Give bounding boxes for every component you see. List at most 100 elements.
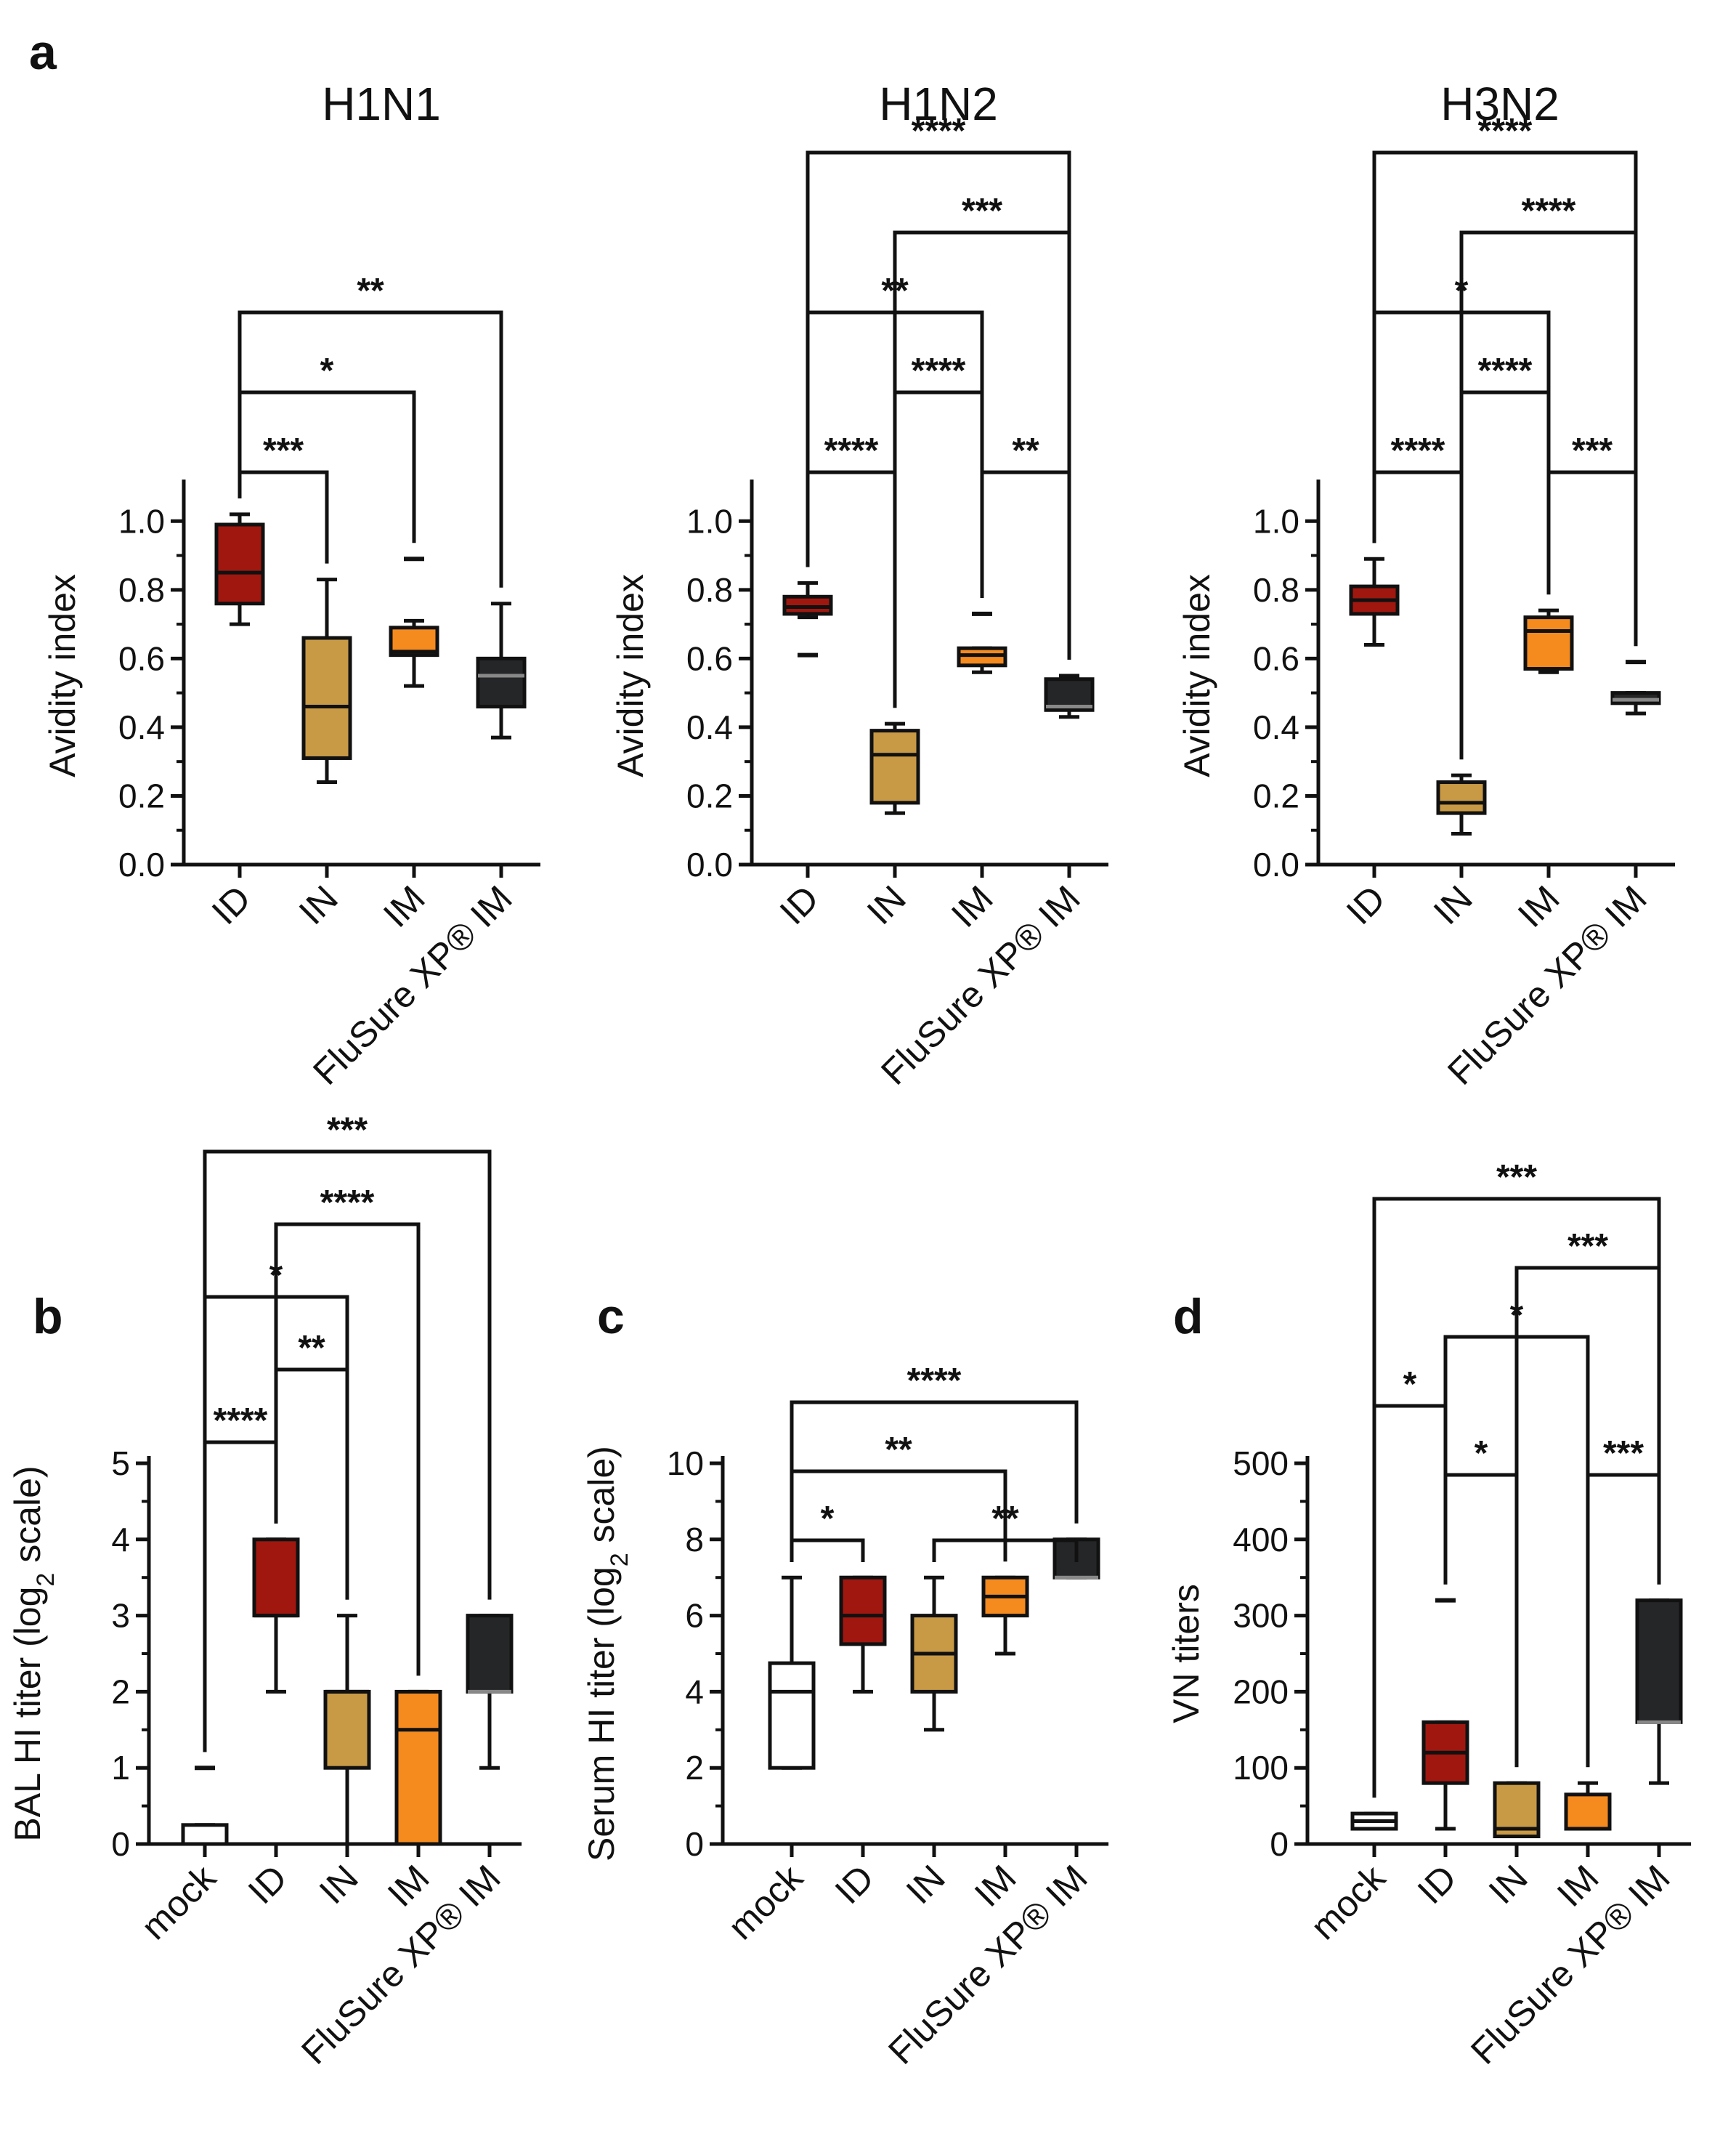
box-id xyxy=(839,1575,887,1646)
significance-label: *** xyxy=(1567,1227,1608,1266)
panel-letter: c xyxy=(597,1289,625,1344)
box-im xyxy=(1564,1792,1612,1831)
x-tick-label: IM xyxy=(376,878,433,935)
y-tick-label: 0.8 xyxy=(118,571,165,609)
significance-bracket xyxy=(980,470,1071,660)
panel-5: c 0 2 4 6 8 10 Serum HI titer (log2 scale) mock I… xyxy=(581,1289,1109,2072)
x-tick-label: ID xyxy=(827,1857,882,1912)
significance-label: **** xyxy=(907,1362,962,1400)
y-tick-label: 0.2 xyxy=(118,777,165,814)
significance-label: ** xyxy=(298,1329,325,1367)
y-tick-label: 6 xyxy=(685,1597,704,1635)
y-tick-label: 0 xyxy=(685,1825,704,1863)
box-in xyxy=(301,636,352,760)
y-tick-label: 100 xyxy=(1233,1749,1289,1787)
y-tick-label: 300 xyxy=(1233,1597,1289,1635)
panel-letter: d xyxy=(1173,1289,1204,1344)
significance-bracket xyxy=(274,1222,421,1676)
significance-label: * xyxy=(1403,1365,1417,1404)
x-tick-label: IM xyxy=(1549,1857,1607,1914)
panel-title: H1N1 xyxy=(322,78,441,130)
significance-bracket xyxy=(238,310,503,588)
panel-2: H1N2 0.0 0.2 0.4 0.6 0.8 1.0 Avidity index ID IN I… xyxy=(610,78,1108,1093)
x-tick-label: IN xyxy=(1426,878,1480,932)
y-axis-label: Avidity index xyxy=(42,574,83,777)
panel-letter: a xyxy=(29,25,57,80)
significance-label: *** xyxy=(1603,1434,1644,1473)
significance-label: **** xyxy=(912,112,966,150)
x-tick-label: IN xyxy=(291,878,346,932)
y-tick-label: 1.0 xyxy=(118,502,165,540)
x-tick-label: IM xyxy=(967,1857,1024,1914)
y-tick-label: 1.0 xyxy=(686,502,733,540)
significance-bracket xyxy=(1372,150,1638,647)
y-axis-label: Avidity index xyxy=(610,574,651,777)
x-tick-label: ID xyxy=(240,1857,295,1912)
y-tick-label: 200 xyxy=(1233,1673,1289,1710)
box-in xyxy=(869,729,920,805)
significance-label: *** xyxy=(1496,1158,1537,1197)
y-tick-label: 0.0 xyxy=(118,846,165,883)
y-tick-label: 0.0 xyxy=(686,846,733,883)
x-tick-label: IM xyxy=(380,1857,437,1914)
significance-label: **** xyxy=(824,432,879,470)
significance-bracket xyxy=(806,470,897,708)
significance-label: **** xyxy=(1522,192,1576,230)
y-tick-label: 0.2 xyxy=(686,777,733,814)
significance-label: ** xyxy=(885,1431,912,1469)
y-tick-label: 4 xyxy=(685,1673,704,1710)
significance-label: **** xyxy=(320,1184,375,1222)
x-tick-label: ID xyxy=(772,878,827,932)
significance-bracket xyxy=(790,1400,1079,1562)
y-tick-label: 0.6 xyxy=(686,639,733,677)
y-tick-label: 2 xyxy=(111,1673,130,1710)
significance-label: **** xyxy=(1478,352,1533,390)
x-tick-label: ID xyxy=(1410,1857,1464,1912)
significance-label: * xyxy=(320,352,334,390)
box-id xyxy=(252,1537,300,1618)
x-tick-label: IN xyxy=(312,1857,366,1912)
y-tick-label: 0.2 xyxy=(1253,777,1299,814)
significance-label: **** xyxy=(912,352,966,390)
x-tick-label: IM xyxy=(944,878,1001,935)
significance-label: *** xyxy=(1572,432,1613,470)
y-axis-label: Avidity index xyxy=(1177,574,1217,777)
box-flusurexpim xyxy=(476,656,527,709)
panel-4: b 0 1 2 3 4 5 BAL HI titer (log2 scale) mock ID IN… xyxy=(7,1111,522,2072)
box-in xyxy=(1436,780,1487,815)
y-tick-label: 0.8 xyxy=(1253,571,1299,609)
significance-label: ** xyxy=(357,272,384,310)
y-tick-label: 400 xyxy=(1233,1521,1289,1558)
panel-letter: b xyxy=(33,1289,63,1344)
significance-bracket xyxy=(1372,470,1464,760)
y-tick-label: 2 xyxy=(685,1749,704,1787)
y-tick-label: 0.0 xyxy=(1253,846,1299,883)
x-tick-label: mock xyxy=(721,1856,811,1947)
significance-label: **** xyxy=(1478,112,1533,150)
box-flusurexpim xyxy=(1635,1598,1683,1724)
y-tick-label: 0.4 xyxy=(118,708,165,746)
y-tick-label: 4 xyxy=(111,1521,130,1558)
x-tick-label: IN xyxy=(1481,1857,1536,1912)
significance-label: ** xyxy=(1012,432,1039,470)
y-tick-label: 500 xyxy=(1233,1444,1289,1482)
x-tick-label: IM xyxy=(1510,878,1567,935)
box-flusurexpim xyxy=(466,1614,514,1694)
significance-bracket xyxy=(806,150,1071,660)
y-axis-label: VN titers xyxy=(1166,1584,1206,1723)
panel-1: a H1N1 0.0 0.2 0.4 0.6 0.8 1.0 Avidity index ID IN… xyxy=(29,25,540,1093)
box-im xyxy=(394,1689,442,1846)
panel-title: H3N2 xyxy=(1440,78,1559,130)
x-tick-label: IN xyxy=(859,878,914,932)
box-in xyxy=(323,1689,371,1770)
x-tick-label: IN xyxy=(899,1857,953,1912)
significance-bracket xyxy=(1459,390,1551,760)
box-im xyxy=(1523,615,1574,671)
y-tick-label: 0.4 xyxy=(686,708,733,746)
x-tick-label: mock xyxy=(1303,1856,1394,1947)
y-tick-label: 5 xyxy=(111,1444,130,1482)
y-tick-label: 1 xyxy=(111,1749,130,1787)
x-tick-label: ID xyxy=(204,878,259,932)
significance-bracket xyxy=(790,1538,865,1562)
